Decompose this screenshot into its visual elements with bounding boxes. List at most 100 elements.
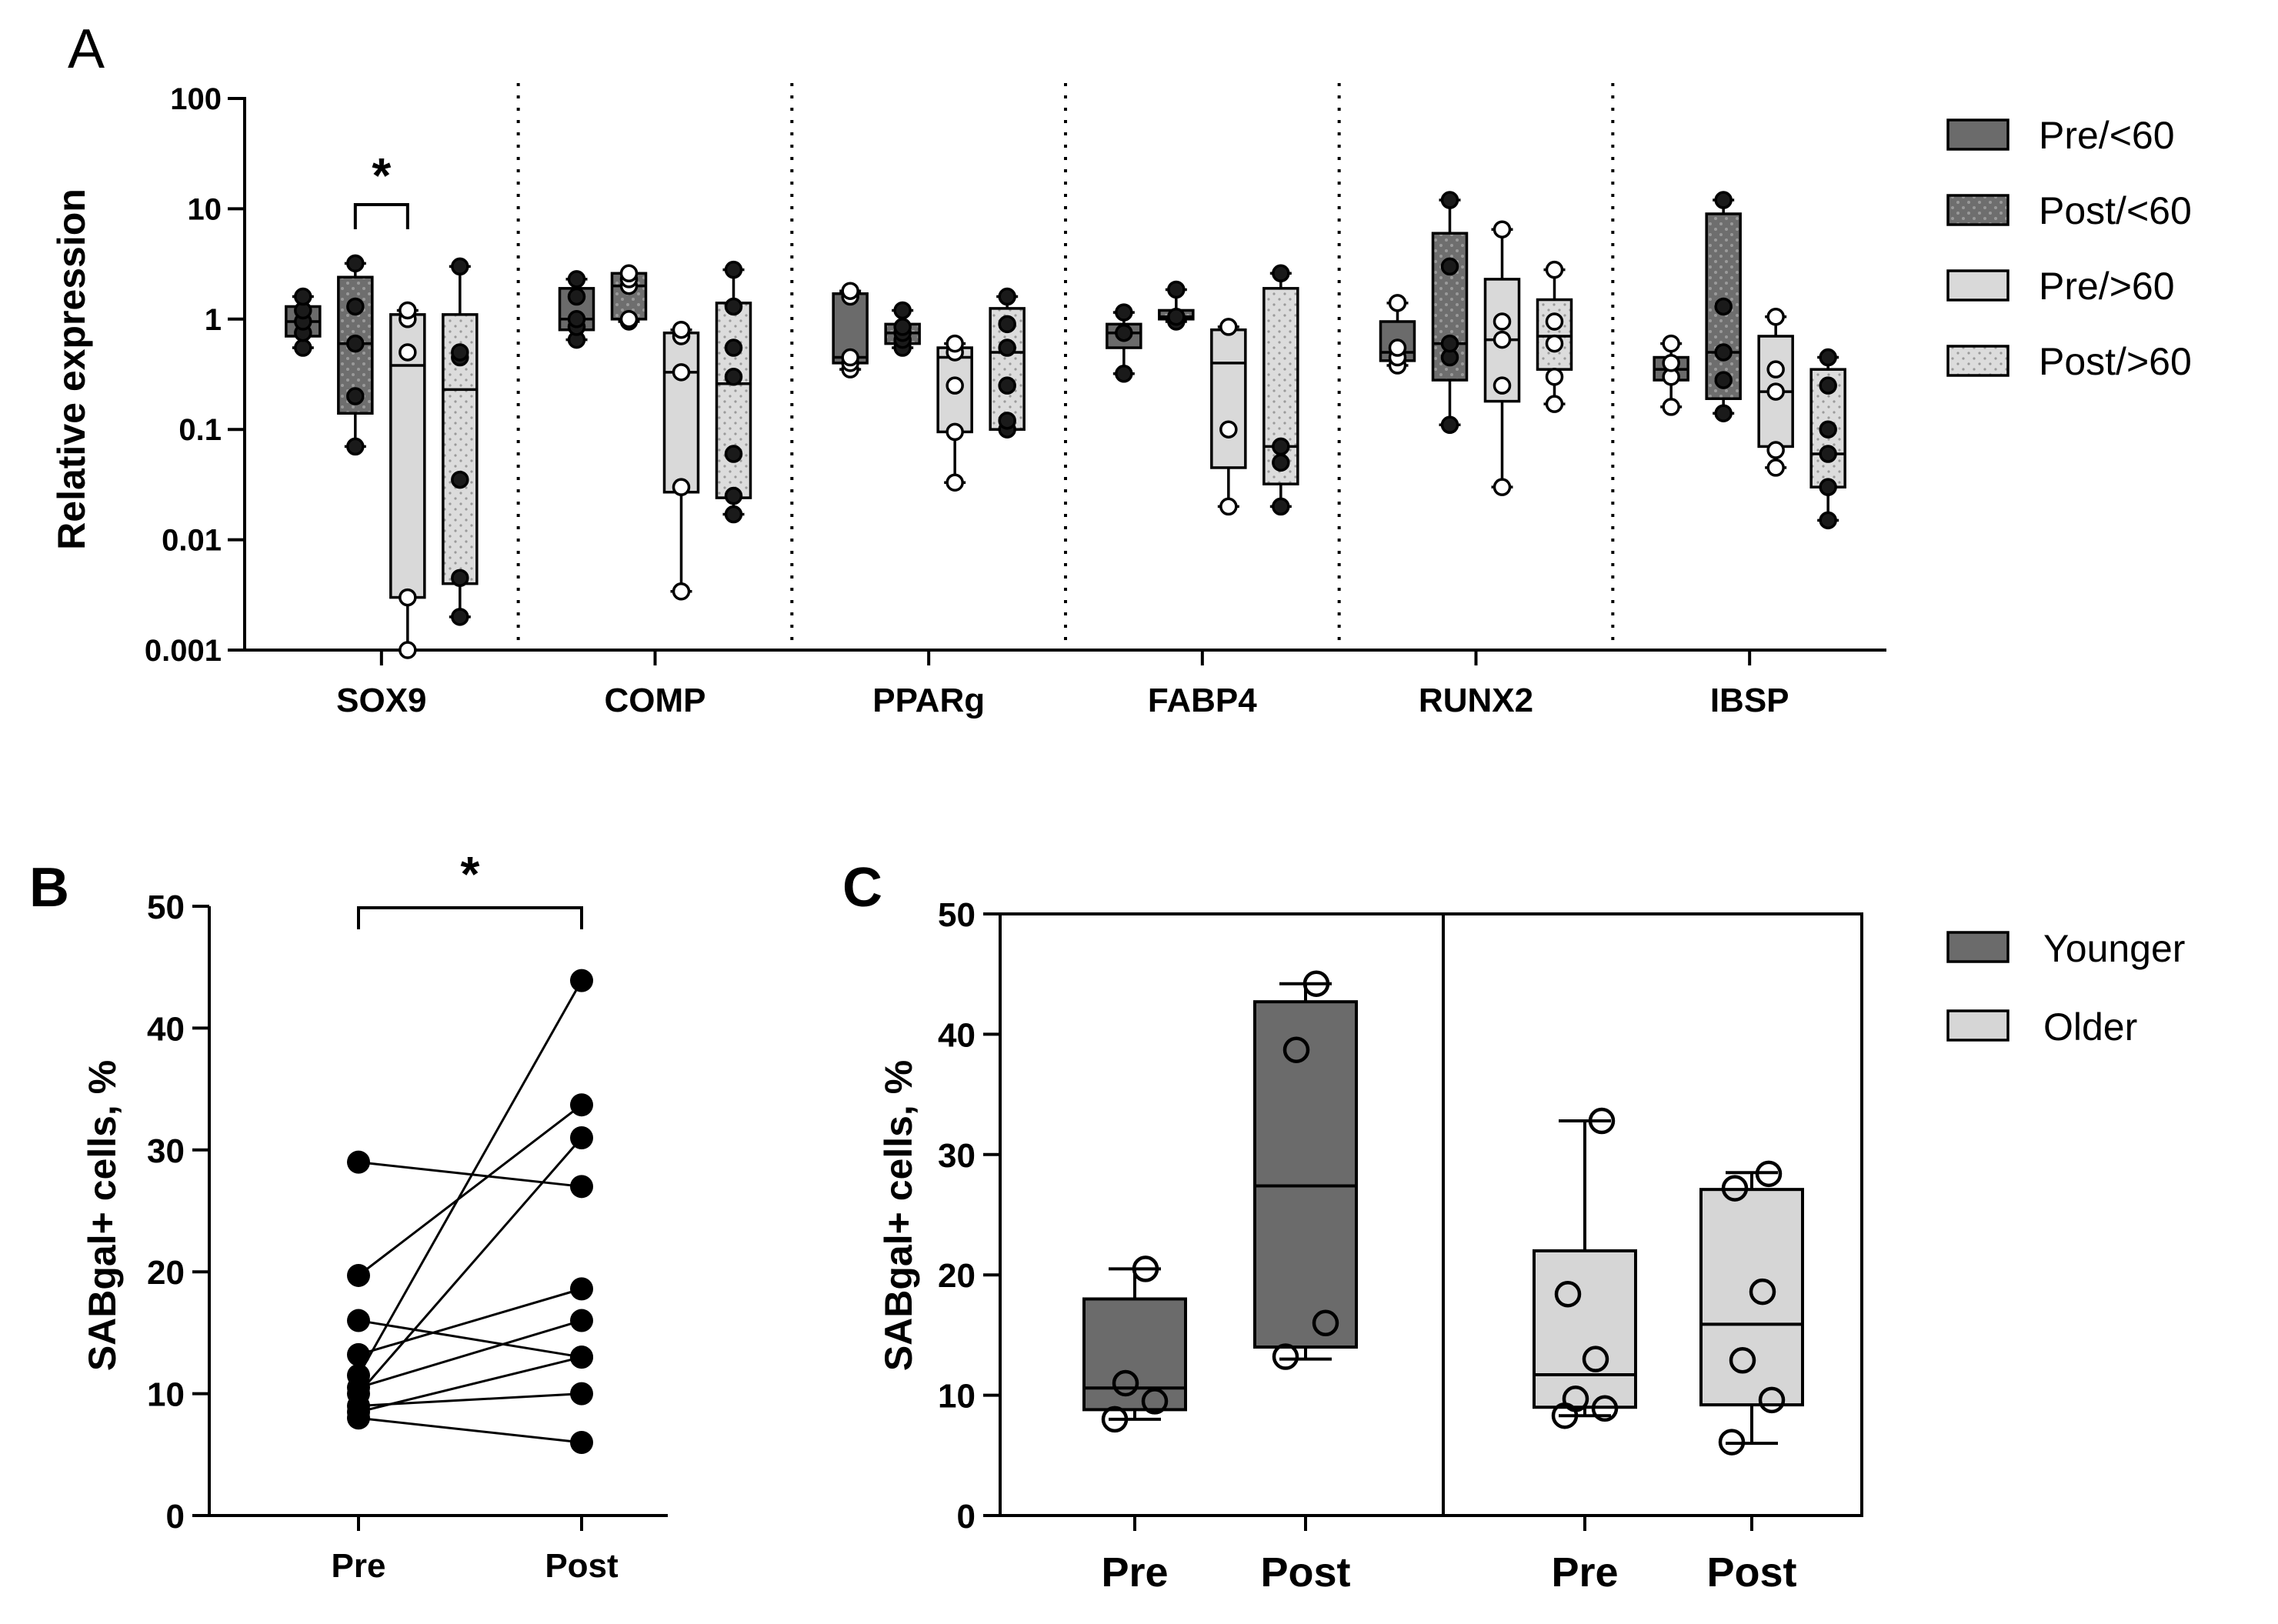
panel-a-point <box>1115 303 1133 322</box>
panel-a-point <box>1545 368 1564 386</box>
panel-a-point <box>1272 437 1290 456</box>
panel-a-point <box>1219 497 1238 516</box>
panel-a-point <box>1819 376 1837 395</box>
panel-a-point <box>672 582 691 601</box>
panel-c-point <box>1554 1280 1582 1308</box>
panel-b-point-pre <box>347 1342 370 1366</box>
panel-c-point <box>1101 1406 1129 1433</box>
panel-c-legend-label: Younger <box>2043 927 2185 970</box>
panel-a-point <box>893 301 912 320</box>
panel-a-point <box>1167 308 1186 326</box>
panel-a-point <box>1440 191 1459 209</box>
panel-a-point <box>1493 376 1512 395</box>
panel-a-point <box>1115 323 1133 342</box>
panel-c-category-label: Pre <box>1551 1549 1618 1596</box>
panel-c-point <box>1562 1386 1589 1412</box>
panel-a-point <box>893 318 912 336</box>
panel-c-point <box>1729 1346 1756 1374</box>
panel-a-point <box>946 473 964 492</box>
panel-a-category-label: COMP <box>605 682 706 719</box>
panel-a-point <box>1493 330 1512 349</box>
panel-c-y-tick-label: 0 <box>957 1498 976 1536</box>
panel-a-point <box>1714 371 1733 389</box>
panel-a-point <box>1819 348 1837 367</box>
panel-c: C SABgal+ cells, % 0 10 20 30 40 50 Pre Post Pre… <box>842 857 2185 1596</box>
panel-b-point-pre <box>347 1406 370 1430</box>
panel-b-point-post <box>570 969 593 992</box>
panel-a-point <box>1219 420 1238 439</box>
panel-a-legend-swatch <box>1946 345 2010 377</box>
panel-a-point <box>724 260 743 279</box>
panel-a-point <box>724 445 743 463</box>
panel-a-point <box>1272 453 1290 472</box>
panel-a-point <box>672 320 691 339</box>
panel-c-point <box>1721 1175 1749 1202</box>
panel-a-y-tick-label: 0.01 <box>162 524 222 558</box>
panel-a-point <box>946 334 964 353</box>
panel-a-point <box>946 422 964 442</box>
panel-b-point-pre <box>347 1150 370 1174</box>
panel-b-y-axis-label: SABgal+ cells, % <box>81 1060 124 1371</box>
panel-c-frame <box>999 912 1863 1517</box>
panel-a-point <box>1440 334 1459 353</box>
panel-a-point <box>1819 511 1837 530</box>
panel-a-point <box>399 588 417 607</box>
panel-a-point <box>724 486 743 505</box>
panel-a-point <box>567 287 586 306</box>
panel-a-point <box>451 343 469 362</box>
panel-b-y-tick-label: 20 <box>147 1254 185 1292</box>
panel-a-legend-label: Post/<60 <box>2039 189 2192 232</box>
panel-b-point-post <box>570 1382 593 1406</box>
panel-b-point-post <box>570 1430 593 1454</box>
panel-a-point <box>998 338 1016 357</box>
panel-a-point <box>294 338 312 357</box>
panel-b-pair-line <box>358 1416 582 1444</box>
panel-c-y-tick-label: 50 <box>938 896 976 934</box>
panel-c-point <box>1582 1346 1609 1372</box>
panel-a-point <box>1440 415 1459 435</box>
panel-c-point <box>1132 1256 1159 1282</box>
panel-a-y-tick-label: 0.001 <box>145 634 222 668</box>
panel-a: A Relative expression 100 10 1 0.1 0.01 0.001… <box>50 18 2192 719</box>
panel-b-pair-line <box>358 1356 582 1413</box>
panel-b-point-post <box>570 1277 593 1301</box>
panel-b-point-pre <box>347 1309 370 1332</box>
panel-c-y-tick-label: 30 <box>938 1137 976 1175</box>
panel-a-point <box>1714 343 1733 362</box>
panel-c-point <box>1282 1036 1310 1063</box>
panel-a-category-label: IBSP <box>1710 682 1789 719</box>
panel-a-point <box>1545 312 1564 331</box>
panel-b-label: B <box>29 857 69 919</box>
panel-a-point <box>399 343 417 362</box>
panel-c-point <box>1588 1107 1616 1135</box>
panel-a-point <box>1662 398 1680 416</box>
panel-a-point <box>841 282 859 300</box>
panel-a-point <box>724 505 743 524</box>
panel-c-category-label: Post <box>1706 1549 1796 1596</box>
panel-c-box <box>1082 1297 1187 1412</box>
panel-b-y-tick-label: 50 <box>147 889 185 926</box>
panel-a-point <box>998 412 1016 430</box>
panel-b-y-tick-label: 30 <box>147 1132 185 1170</box>
panel-a-point <box>1766 308 1785 326</box>
panel-a-point <box>1819 478 1837 496</box>
panel-a-significance-star: * <box>372 148 391 203</box>
panel-b-y-tick-label: 10 <box>147 1376 185 1414</box>
panel-a-box <box>389 313 426 599</box>
panel-a-legend-label: Pre/<60 <box>2039 114 2175 157</box>
panel-b: B SABgal+ cells, % 0 10 20 30 40 50 Pre Post * <box>29 846 668 1585</box>
panel-a-point <box>1493 312 1512 331</box>
panel-b-pair-line <box>358 1287 582 1356</box>
panel-a-point <box>1819 445 1837 463</box>
panel-a-y-tick-label: 1 <box>205 303 222 337</box>
panel-c-point <box>1749 1278 1776 1306</box>
panel-a-point <box>841 348 859 367</box>
panel-a-point <box>1115 365 1133 383</box>
panel-a-y-tick-label: 100 <box>170 82 222 116</box>
panel-c-y-tick-label: 20 <box>938 1257 976 1295</box>
panel-a-point <box>1766 441 1785 459</box>
panel-a-legend-label: Post/>60 <box>2039 340 2192 383</box>
panel-a-point <box>567 270 586 288</box>
panel-a-point <box>451 470 469 489</box>
